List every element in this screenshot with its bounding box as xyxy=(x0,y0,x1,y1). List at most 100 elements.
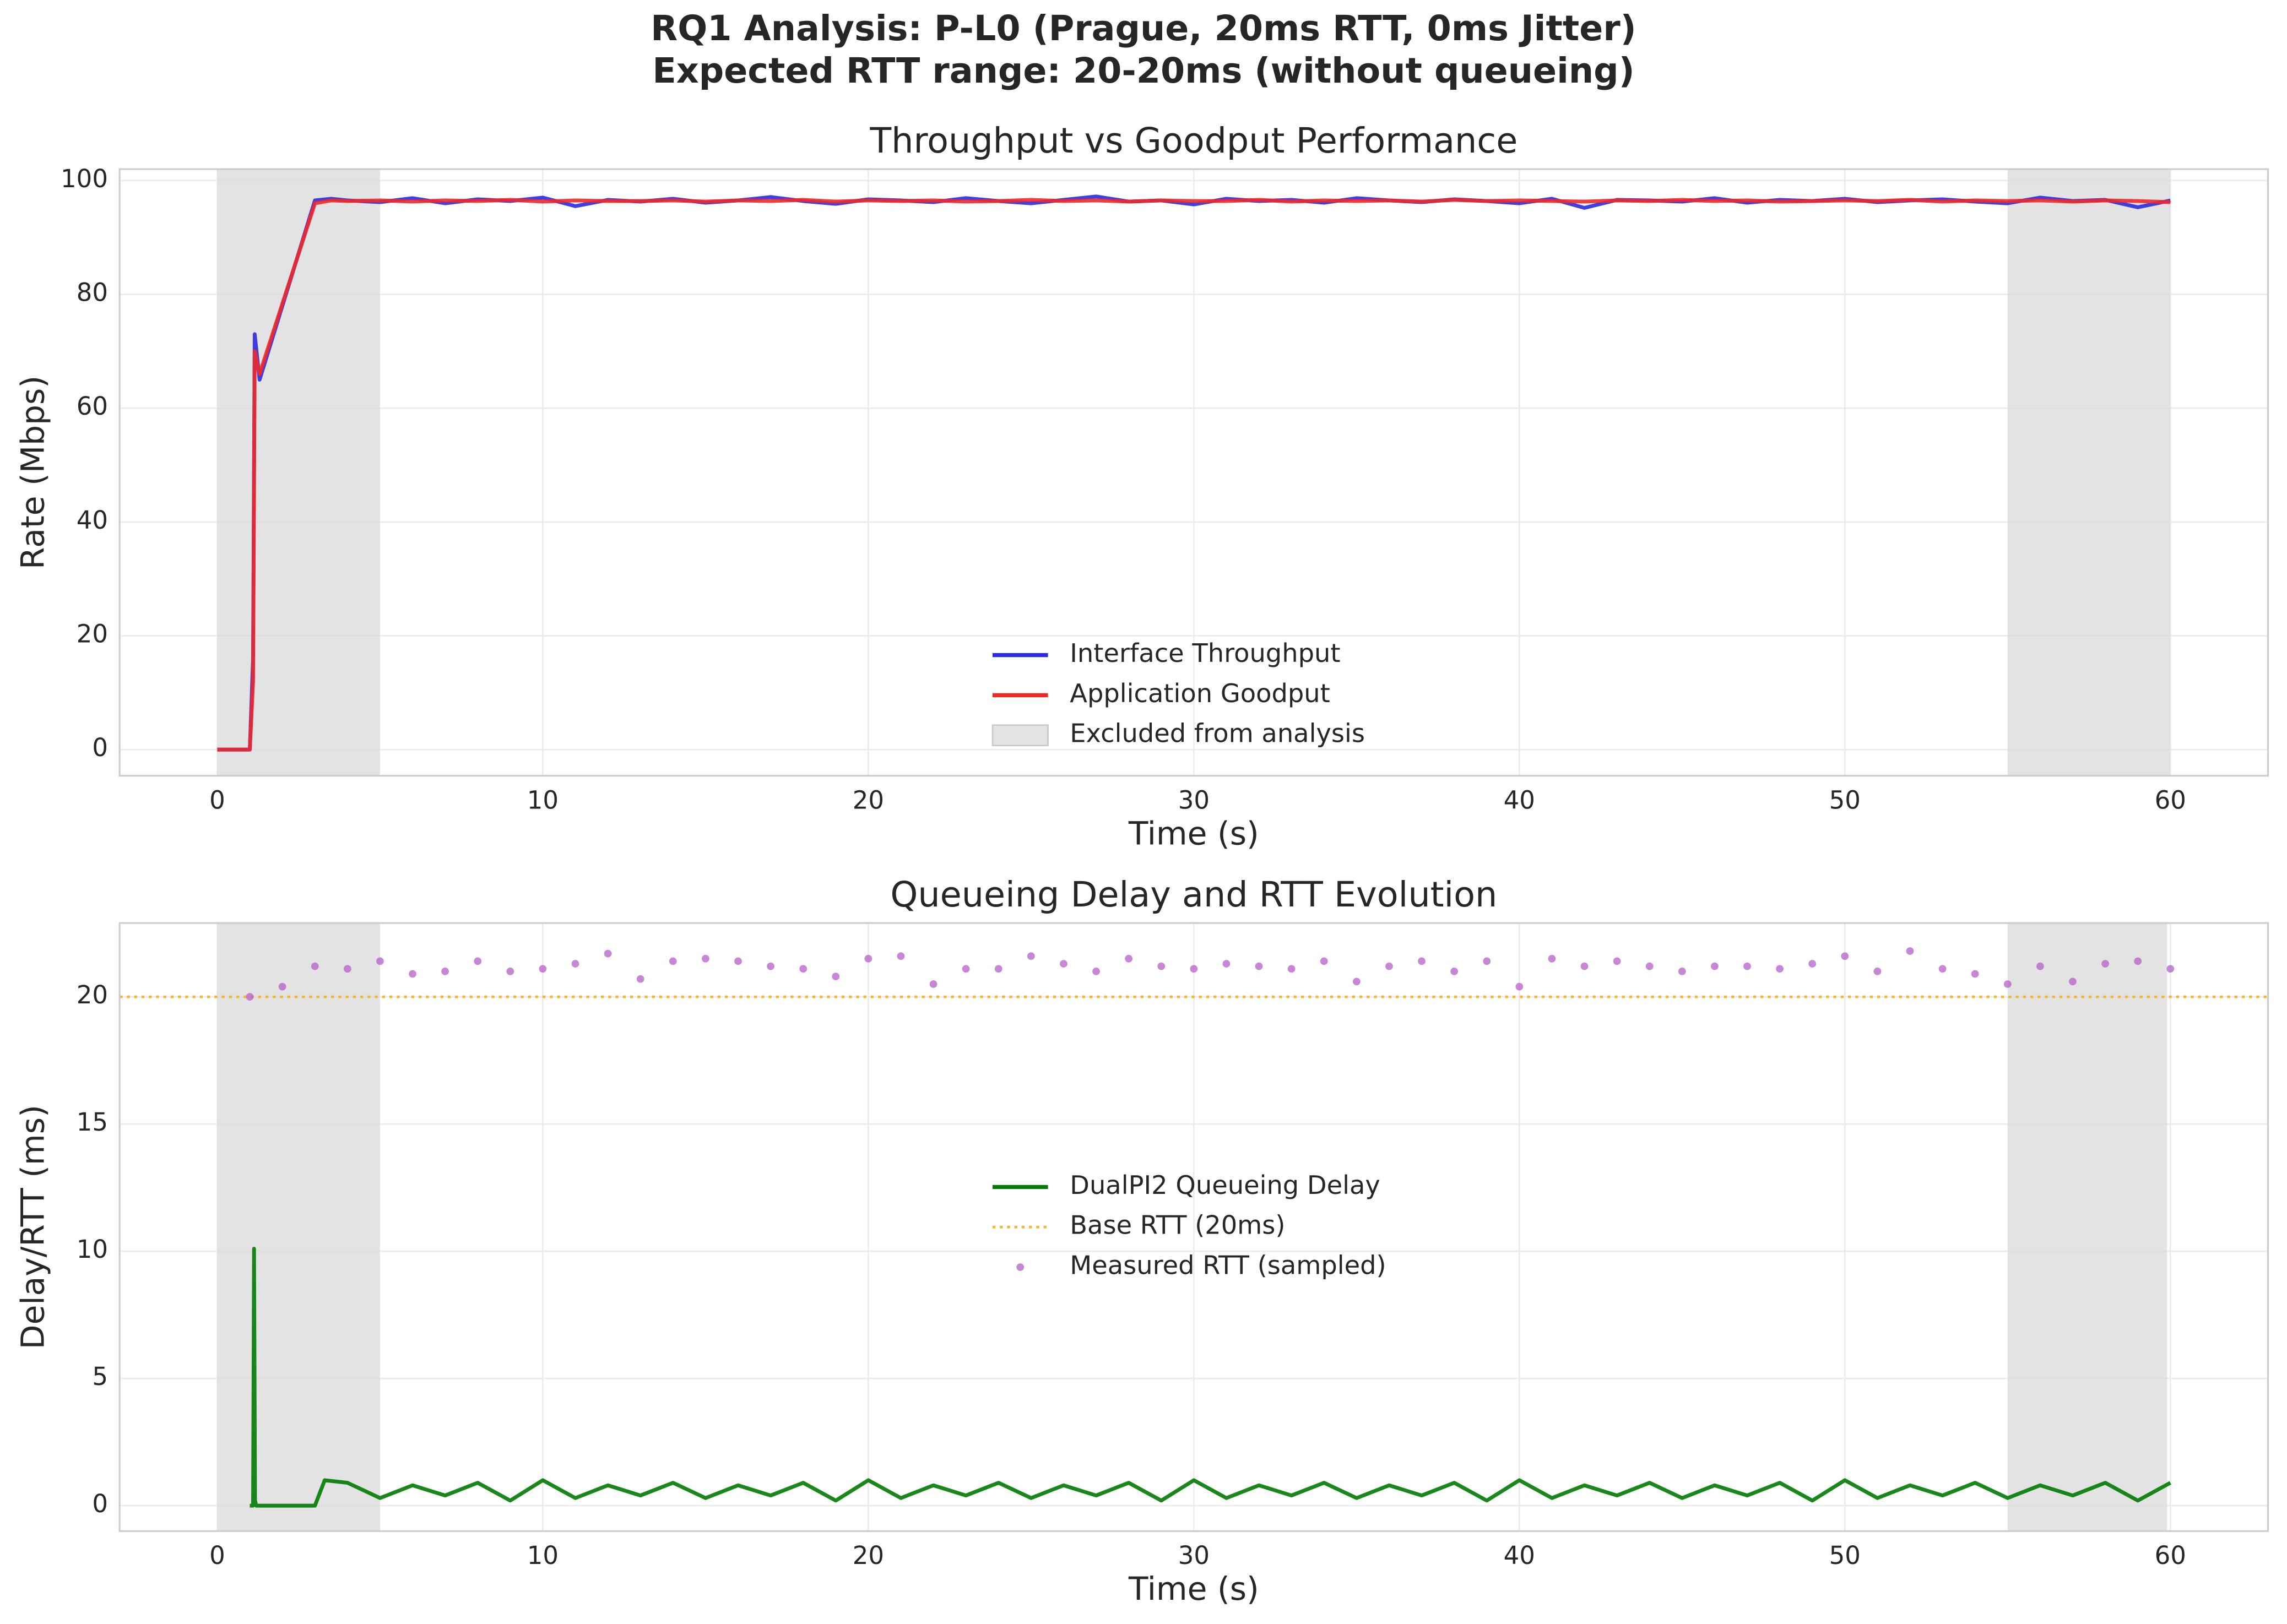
x-tick-label: 20 xyxy=(853,785,884,814)
rtt-point xyxy=(1613,957,1621,965)
y-axis-label: Rate (Mbps) xyxy=(14,376,52,569)
rtt-point xyxy=(1385,962,1393,970)
rtt-point xyxy=(1808,960,1817,968)
rtt-point xyxy=(799,965,808,973)
x-tick-label: 0 xyxy=(209,785,225,814)
figure-title: RQ1 Analysis: P-L0 (Prague, 20ms RTT, 0m… xyxy=(651,8,1636,48)
rtt-point xyxy=(604,949,612,958)
rtt-point xyxy=(1320,957,1328,965)
legend-label: Base RTT (20ms) xyxy=(1070,1210,1285,1240)
plot-frame xyxy=(118,922,2269,1532)
excluded-region xyxy=(217,923,380,1531)
legend-swatch xyxy=(1016,1263,1025,1271)
rtt-point xyxy=(702,954,709,963)
plot-title: Queueing Delay and RTT Evolution xyxy=(890,874,1497,915)
x-tick-label: 50 xyxy=(1829,785,1861,814)
x-tick-label: 0 xyxy=(209,1541,225,1570)
rtt-point xyxy=(1515,982,1524,991)
legend-label: Excluded from analysis xyxy=(1070,719,1365,748)
rtt-point xyxy=(1971,970,1979,978)
rtt-point xyxy=(2069,977,2077,986)
plot-title: Throughput vs Goodput Performance xyxy=(869,120,1518,161)
rtt-point xyxy=(506,968,514,975)
rtt-point xyxy=(1027,952,1035,960)
series-line xyxy=(217,198,2171,752)
y-tick-label: 20 xyxy=(77,980,108,1009)
rtt-point xyxy=(1548,954,1556,963)
rtt-point xyxy=(376,957,384,965)
excluded-region xyxy=(217,169,380,776)
y-tick-label: 10 xyxy=(77,1235,108,1264)
legend-label: Measured RTT (sampled) xyxy=(1070,1251,1386,1280)
x-tick-label: 30 xyxy=(1178,785,1210,814)
rtt-point xyxy=(1125,954,1133,963)
y-tick-label: 60 xyxy=(77,392,108,421)
rtt-point xyxy=(1418,957,1426,965)
x-tick-label: 40 xyxy=(1504,1541,1535,1570)
x-tick-label: 30 xyxy=(1178,1541,1210,1570)
x-tick-label: 40 xyxy=(1504,785,1535,814)
y-tick-label: 15 xyxy=(77,1107,108,1137)
x-tick-label: 60 xyxy=(2155,785,2186,814)
x-tick-label: 20 xyxy=(853,1541,884,1570)
y-tick-label: 20 xyxy=(77,619,108,648)
rtt-point xyxy=(2036,962,2044,970)
rtt-point xyxy=(1222,960,1231,968)
rtt-point xyxy=(311,962,319,970)
rtt-point xyxy=(441,968,449,975)
x-tick-label: 60 xyxy=(2155,1541,2186,1570)
rtt-point xyxy=(1776,965,1784,973)
rtt-point xyxy=(1060,960,1067,968)
legend-label: DualPI2 Queueing Delay xyxy=(1070,1170,1380,1200)
y-tick-label: 80 xyxy=(77,278,108,307)
rtt-point xyxy=(1255,962,1263,970)
rtt-point xyxy=(1841,952,1849,960)
rtt-point xyxy=(1190,965,1198,973)
x-tick-label: 50 xyxy=(1829,1541,1861,1570)
rtt-point xyxy=(1743,962,1751,970)
y-tick-label: 100 xyxy=(61,164,108,193)
rtt-point xyxy=(994,965,1002,973)
rtt-point xyxy=(636,975,644,983)
rtt-point xyxy=(474,957,482,965)
legend-swatch xyxy=(991,724,1049,747)
rtt-point xyxy=(929,980,937,988)
y-tick-label: 40 xyxy=(77,506,108,535)
rtt-point xyxy=(278,982,286,991)
rtt-point xyxy=(767,962,774,970)
rtt-point xyxy=(1580,962,1589,970)
series-line xyxy=(250,1247,2171,1508)
plot-frame xyxy=(118,168,2269,777)
x-axis-label: Time (s) xyxy=(1128,1570,1259,1607)
rtt-point xyxy=(1287,965,1296,973)
rtt-point xyxy=(897,952,905,960)
rtt-point xyxy=(1092,968,1100,975)
rtt-point xyxy=(409,970,416,978)
y-tick-label: 0 xyxy=(92,733,108,762)
legend-label: Application Goodput xyxy=(1070,678,1330,708)
rtt-point xyxy=(1873,968,1882,975)
rtt-point xyxy=(571,960,579,968)
rtt-point xyxy=(864,954,872,963)
rtt-point xyxy=(1352,977,1361,986)
x-tick-label: 10 xyxy=(527,785,559,814)
rtt-point xyxy=(1157,962,1166,970)
x-axis-label: Time (s) xyxy=(1128,814,1259,852)
rtt-point xyxy=(734,957,742,965)
legend-label: Interface Throughput xyxy=(1070,638,1340,668)
rtt-point xyxy=(343,965,351,973)
y-axis-label: Delay/RTT (ms) xyxy=(14,1105,52,1349)
rtt-point xyxy=(962,965,970,973)
rtt-point xyxy=(2003,980,2012,988)
excluded-region xyxy=(2007,923,2167,1531)
rtt-point xyxy=(2134,957,2142,965)
rtt-point xyxy=(2166,965,2175,973)
rtt-point xyxy=(1906,947,1914,955)
excluded-region xyxy=(2007,169,2171,776)
rtt-point xyxy=(1450,968,1459,975)
rtt-point xyxy=(1938,965,1947,973)
rtt-point xyxy=(832,973,840,981)
rtt-point xyxy=(1645,962,1654,970)
rtt-point xyxy=(539,965,547,973)
